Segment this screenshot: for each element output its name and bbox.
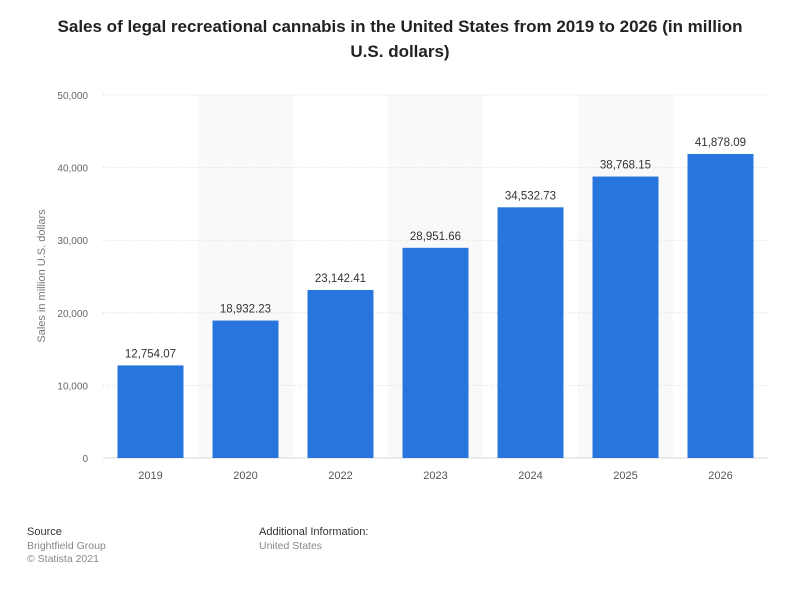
- bar: [117, 365, 184, 458]
- data-label: 41,878.09: [695, 137, 746, 149]
- bar: [592, 176, 659, 459]
- y-tick-label: 30,000: [57, 236, 88, 247]
- y-tick-label: 10,000: [57, 381, 88, 392]
- x-axis-ticks: 2019 2020 2022 2023 2024 2025 2026: [138, 470, 732, 482]
- additional-info-heading: Additional Information:: [259, 526, 369, 538]
- x-tick-label: 2024: [518, 470, 542, 482]
- data-label: 18,932.23: [220, 304, 271, 316]
- bar: [212, 320, 279, 458]
- x-tick-label: 2025: [613, 470, 637, 482]
- y-tick-label: 40,000: [57, 164, 88, 175]
- x-tick-label: 2026: [708, 470, 732, 482]
- chart-title: Sales of legal recreational cannabis in …: [57, 17, 743, 61]
- additional-info-value: United States: [259, 540, 323, 552]
- bar: [402, 247, 469, 458]
- bar: [497, 207, 564, 458]
- bar: [687, 153, 754, 458]
- x-tick-label: 2019: [138, 470, 162, 482]
- y-tick-label: 50,000: [57, 91, 88, 102]
- data-label: 12,754.07: [125, 348, 176, 360]
- bar: [307, 289, 374, 458]
- data-label: 38,768.15: [600, 160, 651, 172]
- y-axis-label: Sales in million U.S. dollars: [36, 209, 48, 343]
- bars: [117, 153, 754, 459]
- copyright: © Statista 2021: [27, 553, 99, 565]
- source-block: Source Brightfield Group © Statista 2021: [27, 526, 106, 566]
- x-tick-label: 2022: [328, 470, 352, 482]
- y-tick-label: 20,000: [57, 309, 88, 320]
- source-heading: Source: [27, 526, 62, 538]
- y-tick-label: 0: [82, 454, 88, 465]
- data-label: 28,951.66: [410, 231, 461, 243]
- source-name: Brightfield Group: [27, 540, 106, 552]
- additional-info-block: Additional Information: United States: [259, 526, 368, 553]
- data-labels: 12,754.07 18,932.23 23,142.41 28,951.66 34,5…: [125, 137, 746, 360]
- x-tick-label: 2023: [423, 470, 447, 482]
- y-axis-ticks: 0 10,000 20,000 30,000 40,000 50,000: [57, 91, 88, 465]
- x-tick-label: 2020: [233, 470, 257, 482]
- data-label: 34,532.73: [505, 190, 556, 202]
- data-label: 23,142.41: [315, 273, 366, 285]
